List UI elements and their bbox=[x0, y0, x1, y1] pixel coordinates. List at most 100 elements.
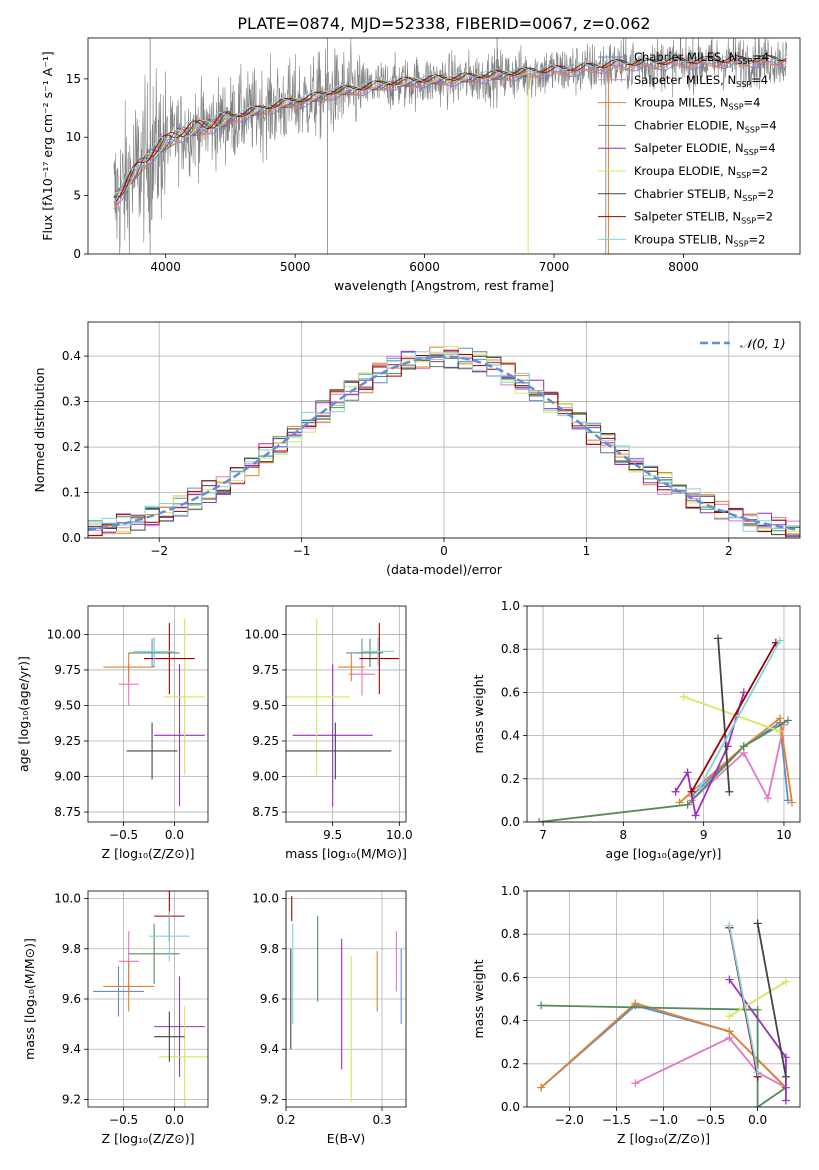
plot-area bbox=[286, 618, 400, 807]
y-tick-label: 0.1 bbox=[62, 486, 81, 500]
weight-marker bbox=[753, 919, 762, 928]
y-axis-label: age [log₁₀(age/yr)] bbox=[16, 656, 31, 772]
weight-line-salpeter-miles bbox=[690, 724, 785, 802]
weight-marker bbox=[631, 999, 640, 1008]
weight-line-kroupa-elodie bbox=[728, 980, 787, 1018]
x-tick-label: 9.5 bbox=[323, 828, 342, 842]
y-tick-label: 5 bbox=[73, 189, 81, 203]
x-axis-label: age [log₁₀(age/yr)] bbox=[606, 846, 722, 861]
x-tick-label: 5000 bbox=[280, 260, 311, 274]
model-line-kroupa-stelib bbox=[113, 53, 787, 204]
weight-marker bbox=[687, 787, 696, 796]
legend-subscript: SSP bbox=[744, 148, 759, 157]
y-tick-label: 8.75 bbox=[54, 805, 81, 819]
weight-marker bbox=[695, 783, 704, 792]
weight-line-salpeter-miles bbox=[634, 1036, 787, 1089]
x-tick-label: 0.0 bbox=[748, 1113, 767, 1127]
y-tick-label: 0.3 bbox=[62, 395, 81, 409]
plot-area bbox=[88, 346, 800, 538]
errorbar-chabrier-stelib bbox=[286, 722, 392, 780]
weight-marker bbox=[753, 1103, 762, 1107]
weight-marker bbox=[775, 636, 784, 645]
y-tick-label: 9.75 bbox=[252, 663, 279, 677]
plot-area bbox=[113, 38, 788, 254]
spectrum-title: PLATE=0874, MJD=52338, FIBERID=0067, z=0… bbox=[237, 14, 650, 33]
legend-subscript: SSP bbox=[742, 194, 757, 203]
y-tick-label: 8.75 bbox=[252, 805, 279, 819]
y-tick-label: 0.4 bbox=[62, 349, 81, 363]
panel-age-vs-mass: 9.5 10.0 8.75 9.00 9.25 9.50 9.75 10.00 mass [lo… bbox=[245, 605, 413, 861]
axes-frame bbox=[285, 605, 407, 823]
weight-marker bbox=[683, 800, 692, 809]
x-axis-label: E(B-V) bbox=[327, 1131, 366, 1146]
y-tick-label: 1.0 bbox=[501, 599, 520, 613]
y-tick-label: 9.50 bbox=[54, 698, 81, 712]
weight-line-kroupa-miles bbox=[679, 716, 793, 804]
errorbar-salpeter-stelib bbox=[359, 623, 400, 695]
y-tick-label: 0 bbox=[73, 247, 81, 261]
panel-age-vs-Z: −0.5 0.0 8.75 9.00 9.25 9.50 9.75 10.00 Z [log₁₀… bbox=[16, 605, 209, 861]
panel-mass-vs-Z: −0.5 0.0 9.2 9.4 9.6 9.8 10.0 Z [log₁₀(Z/Z⊙)] ma… bbox=[22, 890, 209, 1146]
weight-marker bbox=[753, 1068, 762, 1077]
x-tick-label: 0.2 bbox=[276, 1113, 295, 1127]
errorbar-kroupa-elodie bbox=[286, 618, 350, 776]
normal-curve bbox=[88, 355, 800, 532]
legend-subscript: SSP bbox=[741, 217, 756, 226]
weight-marker bbox=[535, 818, 544, 822]
weight-marker bbox=[775, 714, 784, 723]
y-tick-label: 0.8 bbox=[501, 642, 520, 656]
weight-marker bbox=[763, 794, 772, 803]
x-tick-label: −0.5 bbox=[109, 828, 138, 842]
model-line-kroupa-miles bbox=[113, 59, 787, 210]
panel-residuals: −2 −1 0 1 2 0.0 0.1 0.2 0.3 0.4 (data-model)/error… bbox=[32, 321, 801, 577]
y-tick-label: 9.00 bbox=[54, 770, 81, 784]
errorbar-chabrier-stelib bbox=[154, 1011, 185, 1062]
errorbar-chabrier-miles bbox=[93, 966, 144, 1017]
plot-area bbox=[93, 891, 208, 1107]
y-tick-label: 0.8 bbox=[501, 927, 520, 941]
residual-legend: 𝒩(0, 1) bbox=[700, 336, 786, 351]
x-tick-label: 9 bbox=[700, 828, 708, 842]
weight-marker bbox=[753, 1005, 762, 1014]
y-tick-label: 15 bbox=[66, 72, 81, 86]
y-tick-label: 9.8 bbox=[62, 942, 81, 956]
legend-value: =2 bbox=[751, 164, 768, 178]
legend-entry: Chabrier STELIB, NSSP=2 bbox=[634, 187, 774, 203]
legend-value: =2 bbox=[749, 232, 766, 246]
legend-value: =4 bbox=[752, 50, 769, 64]
axes-frame bbox=[87, 605, 209, 823]
weight-marker bbox=[725, 921, 734, 930]
errorbar-kroupa-miles bbox=[103, 652, 155, 682]
y-tick-label: 0.2 bbox=[62, 440, 81, 454]
legend-subscript: SSP bbox=[736, 80, 751, 89]
weight-marker bbox=[781, 977, 790, 986]
spectrum-legend: Chabrier MILES, NSSP=4 Salpeter MILES, NS… bbox=[598, 50, 777, 248]
legend-value: =4 bbox=[760, 118, 777, 132]
weight-marker bbox=[725, 1012, 734, 1021]
errorbar-kroupa-miles bbox=[103, 961, 155, 1012]
y-tick-label: 10.00 bbox=[245, 627, 279, 641]
errorbar-salpeter-miles bbox=[348, 652, 376, 696]
x-tick-label: 10 bbox=[776, 828, 791, 842]
y-tick-label: 0.2 bbox=[501, 772, 520, 786]
y-tick-label: 0.0 bbox=[62, 531, 81, 545]
weight-marker bbox=[631, 1079, 640, 1088]
weight-marker bbox=[671, 787, 680, 796]
y-tick-label: 10 bbox=[66, 130, 81, 144]
x-tick-label: 7 bbox=[539, 828, 547, 842]
weight-marker bbox=[683, 768, 692, 777]
y-tick-label: 9.2 bbox=[62, 1092, 81, 1106]
errorbar-salpeter-stelib bbox=[143, 623, 195, 695]
weight-marker bbox=[787, 798, 796, 807]
legend-subscript: SSP bbox=[734, 239, 749, 248]
weight-marker bbox=[739, 742, 748, 751]
y-tick-label: 10.00 bbox=[47, 627, 81, 641]
y-tick-label: 9.6 bbox=[260, 992, 279, 1006]
weight-marker bbox=[691, 811, 700, 820]
y-tick-label: 10.0 bbox=[54, 892, 81, 906]
x-tick-label: 4000 bbox=[150, 260, 181, 274]
x-tick-label: 0 bbox=[440, 544, 448, 558]
x-tick-label: −1.5 bbox=[602, 1113, 631, 1127]
